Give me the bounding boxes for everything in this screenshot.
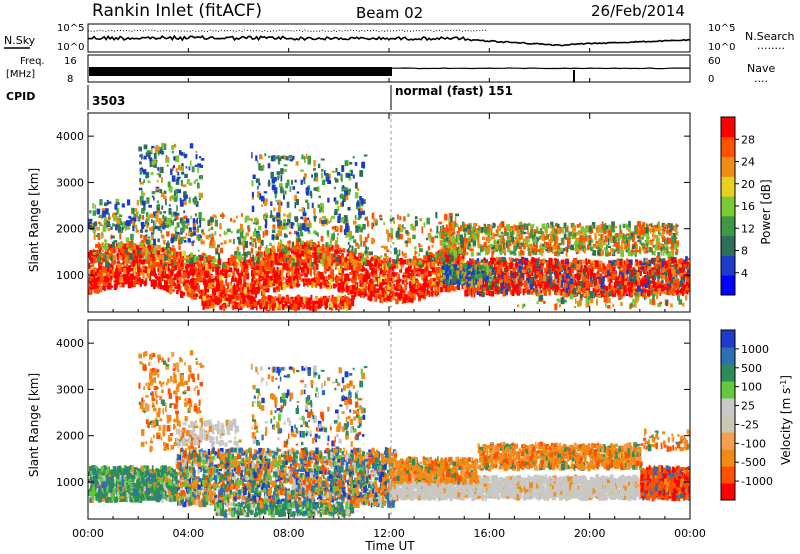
freq-right-tick-bottom: 0 [708, 74, 714, 85]
nave-legend: .... [754, 72, 768, 85]
colorbar-tick: 16 [741, 200, 755, 213]
colorbar-tick: 24 [741, 156, 755, 169]
noise-right-tick-bottom: 10^0 [708, 42, 735, 53]
x-tick-label: 08:00 [273, 527, 305, 540]
y-tick-label: 3000 [56, 383, 84, 396]
freq-label: Freq. [20, 56, 45, 67]
colorbar-tick: -500 [741, 456, 766, 469]
freq-left-tick-bottom: 8 [67, 74, 73, 85]
x-tick-label: 04:00 [172, 527, 204, 540]
x-tick-label: 20:00 [574, 527, 606, 540]
station-title: Rankin Inlet (fitACF) [92, 1, 262, 21]
freq-right-tick-top: 60 [708, 56, 721, 67]
n-search-label: N.Search [745, 30, 795, 43]
x-tick-label: 12:00 [373, 527, 405, 540]
freq-panel: Freq. [MHz] 16 8 60 0 Nave .... [6, 54, 775, 85]
y-tick-label: 3000 [56, 176, 84, 189]
power-panel: 1000 2000 3000 4000 Slant Range [km] 4 8 12 16… [27, 112, 773, 313]
velocity-colorbar-label-main: Velocity [m s [779, 388, 793, 465]
velocity-heatmap [88, 350, 690, 519]
power-ylabel: Slant Range [km] [27, 168, 41, 272]
freq-unit-label: [MHz] [6, 69, 35, 80]
time-axis: 00:00 04:00 08:00 12:00 16:00 20:00 00:00 [72, 48, 706, 540]
noise-left-tick-top: 10^5 [57, 23, 84, 34]
beam-title: Beam 02 [356, 4, 423, 22]
y-tick-label: 4000 [56, 130, 84, 143]
y-tick-label: 2000 [56, 223, 84, 236]
colorbar-tick: 500 [741, 362, 762, 375]
freq-left-tick-top: 16 [64, 56, 77, 67]
noise-panel: N.Sky 10^5 10^0 10^5 10^0 N.Search .....… [4, 23, 795, 53]
colorbar-tick: 1000 [741, 343, 769, 356]
colorbar-tick: 25 [741, 400, 755, 413]
n-sky-label: N.Sky [4, 34, 36, 47]
date-title: 26/Feb/2014 [591, 2, 685, 20]
noise-left-tick-bottom: 10^0 [57, 42, 84, 53]
colorbar-tick: 28 [741, 133, 755, 146]
cpid-label: CPID [6, 90, 35, 103]
colorbar-tick: -25 [741, 418, 759, 431]
nave-label: Nave [747, 62, 775, 75]
cpid-value-1: 3503 [92, 94, 125, 108]
velocity-colorbar-label-sup: -1 [779, 380, 788, 388]
velocity-colorbar: -1000 -500 -100 -25 25 100 500 1000 [720, 329, 773, 501]
power-colorbar: 4 8 12 16 20 24 28 [720, 116, 755, 296]
colorbar-tick: 8 [741, 245, 748, 258]
colorbar-tick: -1000 [741, 475, 773, 488]
colorbar-tick: -100 [741, 437, 766, 450]
velocity-colorbar-label-end: ] [779, 375, 793, 380]
colorbar-tick: 100 [741, 381, 762, 394]
power-heatmap [88, 142, 690, 312]
velocity-colorbar-label: Velocity [m s-1] [779, 375, 794, 465]
velocity-ylabel: Slant Range [km] [27, 373, 41, 477]
n-search-legend: ........ [757, 39, 785, 52]
noise-right-tick-top: 10^5 [708, 23, 735, 34]
power-colorbar-label: Power [dB] [759, 179, 773, 244]
y-tick-label: 4000 [56, 337, 84, 350]
x-axis-label: Time UT [364, 539, 415, 553]
x-tick-label: 16:00 [473, 527, 505, 540]
colorbar-tick: 20 [741, 178, 755, 191]
cpid-panel: CPID 3503 normal (fast) 151 [6, 84, 513, 110]
y-tick-label: 1000 [56, 476, 84, 489]
colorbar-tick: 4 [741, 267, 748, 280]
y-tick-label: 2000 [56, 430, 84, 443]
x-tick-label: 00:00 [72, 527, 104, 540]
x-tick-label: 00:00 [674, 527, 706, 540]
colorbar-tick: 12 [741, 222, 755, 235]
y-tick-label: 1000 [56, 269, 84, 282]
cpid-value-2: normal (fast) 151 [395, 84, 513, 98]
